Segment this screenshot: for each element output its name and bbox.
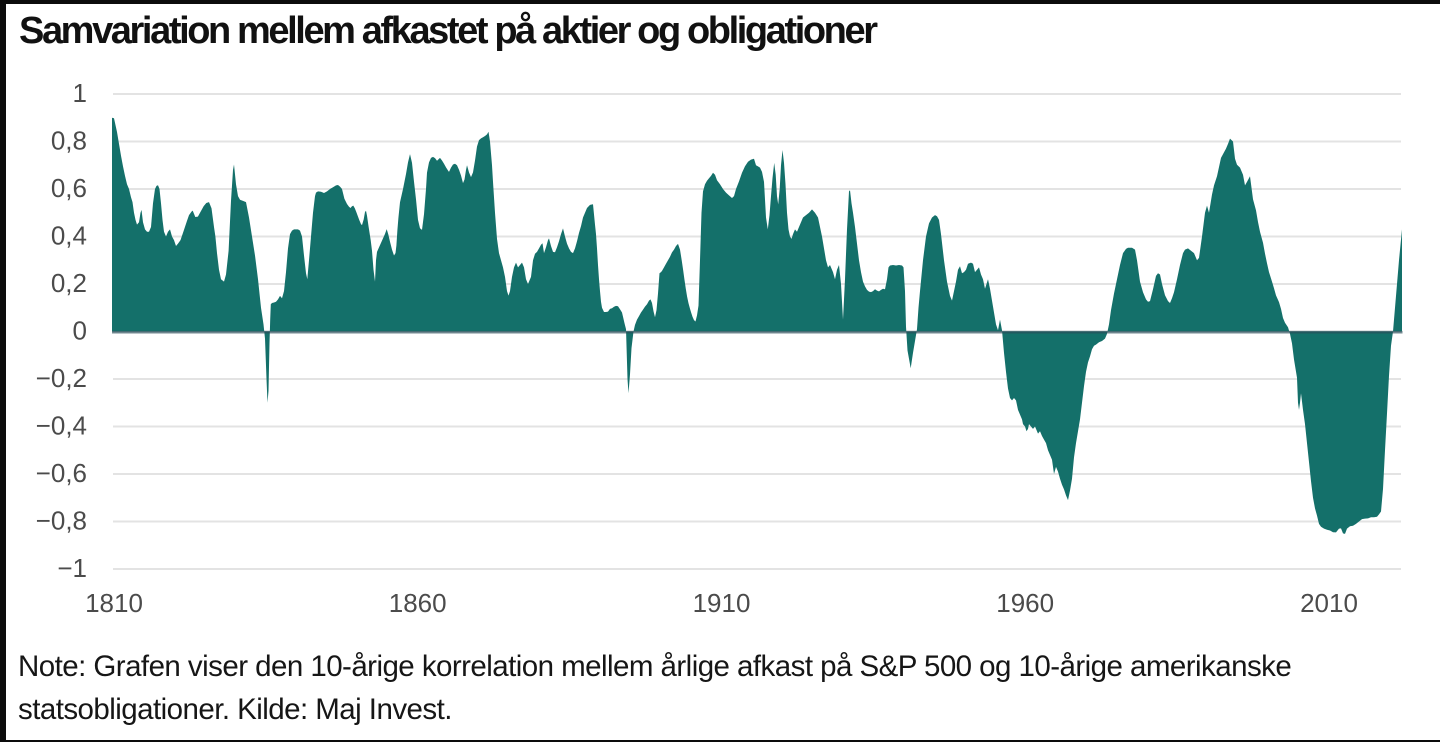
svg-text:0,6: 0,6 bbox=[51, 173, 87, 203]
svg-text:2010: 2010 bbox=[1300, 588, 1358, 618]
svg-text:1910: 1910 bbox=[693, 588, 751, 618]
svg-text:0: 0 bbox=[73, 316, 87, 346]
svg-text:0,8: 0,8 bbox=[51, 126, 87, 156]
svg-text:−0,8: −0,8 bbox=[36, 506, 87, 536]
svg-text:−0,4: −0,4 bbox=[36, 411, 87, 441]
svg-text:0,2: 0,2 bbox=[51, 268, 87, 298]
svg-text:0,4: 0,4 bbox=[51, 221, 87, 251]
svg-text:−1: −1 bbox=[57, 553, 87, 583]
svg-text:1: 1 bbox=[73, 78, 87, 108]
svg-text:1960: 1960 bbox=[996, 588, 1054, 618]
svg-text:1810: 1810 bbox=[85, 588, 143, 618]
svg-text:−0,6: −0,6 bbox=[36, 458, 87, 488]
svg-text:1860: 1860 bbox=[389, 588, 447, 618]
svg-text:−0,2: −0,2 bbox=[36, 363, 87, 393]
